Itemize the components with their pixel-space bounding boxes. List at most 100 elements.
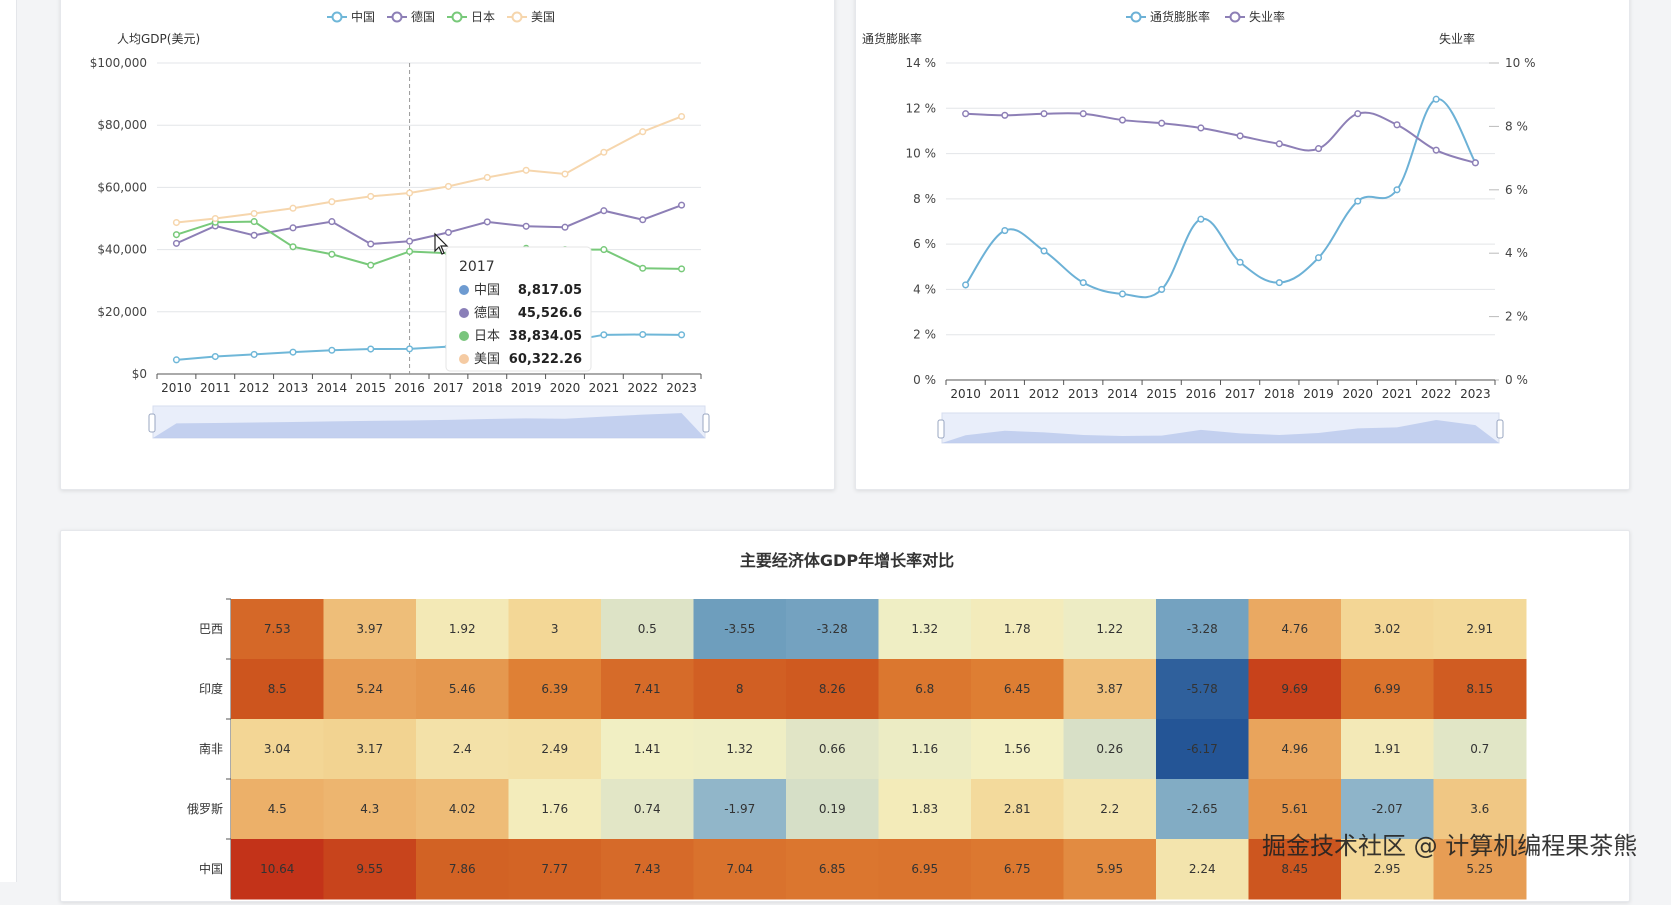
data-point[interactable]	[289, 348, 297, 356]
heatmap-cell[interactable]	[1063, 659, 1157, 720]
data-point[interactable]	[328, 198, 336, 206]
data-point[interactable]	[1432, 95, 1440, 103]
data-point[interactable]	[1118, 290, 1127, 298]
data-zoom-handle-right[interactable]	[1496, 419, 1504, 439]
heatmap-cell[interactable]	[231, 779, 324, 840]
heatmap-cell[interactable]	[971, 719, 1064, 780]
data-zoom-handle-right[interactable]	[702, 413, 710, 433]
data-point[interactable]	[1314, 145, 1323, 153]
heatmap-cell[interactable]	[416, 779, 509, 840]
data-point[interactable]	[367, 240, 375, 248]
data-point[interactable]	[962, 281, 970, 289]
heatmap-cell[interactable]	[786, 659, 879, 720]
data-point[interactable]	[406, 247, 414, 256]
heatmap-cell[interactable]	[1433, 779, 1527, 840]
heatmap-cell[interactable]	[1156, 719, 1249, 780]
data-point[interactable]	[678, 201, 686, 209]
data-point[interactable]	[250, 218, 258, 226]
heatmap-cell[interactable]	[231, 719, 324, 780]
heatmap-cell[interactable]	[1433, 719, 1527, 780]
data-point[interactable]	[289, 243, 297, 251]
data-point[interactable]	[1393, 186, 1401, 194]
heatmap-cell[interactable]	[878, 599, 972, 660]
data-point[interactable]	[1158, 285, 1166, 293]
data-point[interactable]	[1275, 279, 1283, 287]
data-point[interactable]	[639, 330, 647, 339]
data-point[interactable]	[367, 192, 375, 200]
data-point[interactable]	[250, 209, 258, 218]
data-point[interactable]	[678, 331, 686, 339]
heatmap-cell[interactable]	[1063, 779, 1157, 840]
heatmap-cell[interactable]	[1341, 659, 1434, 720]
heatmap-cell[interactable]	[1341, 779, 1434, 840]
data-point[interactable]	[600, 246, 608, 254]
legend-item[interactable]: 美国	[507, 10, 555, 24]
data-point[interactable]	[522, 222, 530, 230]
heatmap-cell[interactable]	[1248, 779, 1342, 840]
data-point[interactable]	[522, 166, 530, 174]
heatmap-cell[interactable]	[1063, 719, 1157, 780]
data-zoom-handle-left[interactable]	[937, 419, 945, 439]
heatmap-cell[interactable]	[1248, 599, 1342, 660]
data-point[interactable]	[328, 218, 336, 226]
data-point[interactable]	[1040, 110, 1048, 118]
data-point[interactable]	[367, 345, 375, 353]
heatmap-cell[interactable]	[508, 719, 602, 780]
data-point[interactable]	[600, 148, 608, 156]
data-point[interactable]	[367, 261, 375, 269]
legend-item[interactable]: 通货膨胀率	[1126, 9, 1210, 24]
data-point[interactable]	[962, 110, 970, 118]
heatmap-cell[interactable]	[323, 659, 417, 720]
heatmap-cell[interactable]	[1156, 779, 1249, 840]
data-point[interactable]	[1275, 140, 1283, 148]
data-point[interactable]	[639, 264, 647, 272]
data-point[interactable]	[639, 128, 647, 136]
heatmap-cell[interactable]	[878, 659, 972, 720]
heatmap-cell[interactable]	[693, 719, 787, 780]
data-point[interactable]	[1197, 215, 1205, 223]
heatmap-cell[interactable]	[231, 659, 324, 720]
data-point[interactable]	[289, 204, 297, 212]
data-point[interactable]	[172, 231, 180, 239]
data-point[interactable]	[561, 170, 569, 178]
heatmap-cell[interactable]	[786, 779, 879, 840]
data-point[interactable]	[600, 207, 608, 215]
data-point[interactable]	[250, 231, 258, 239]
heatmap-cell[interactable]	[1433, 659, 1527, 720]
data-point[interactable]	[561, 223, 569, 231]
data-point[interactable]	[1236, 132, 1244, 140]
data-point[interactable]	[1040, 247, 1048, 255]
data-point[interactable]	[1118, 116, 1127, 124]
data-point[interactable]	[172, 239, 180, 247]
heatmap-cell[interactable]	[1341, 719, 1434, 780]
heatmap-cell[interactable]	[508, 779, 602, 840]
heatmap-cell[interactable]	[416, 659, 509, 720]
heatmap-cell[interactable]	[601, 779, 694, 840]
data-point[interactable]	[1432, 146, 1440, 154]
data-point[interactable]	[483, 218, 491, 226]
data-point[interactable]	[406, 345, 414, 353]
heatmap-cell[interactable]	[1156, 659, 1249, 720]
data-point[interactable]	[1354, 110, 1362, 118]
data-point[interactable]	[1079, 279, 1087, 287]
heatmap-cell[interactable]	[601, 659, 694, 720]
data-point[interactable]	[678, 265, 686, 273]
heatmap-cell[interactable]	[693, 659, 787, 720]
heatmap-cell[interactable]	[508, 599, 602, 660]
data-point[interactable]	[444, 228, 452, 236]
gdp-per-capita-chart[interactable]: 中国 德国 日本 美国人均GDP(美元)$0$20,000$40,000$60,000…	[61, 0, 834, 489]
data-point[interactable]	[600, 331, 608, 339]
data-point[interactable]	[1158, 119, 1166, 127]
legend-item[interactable]: 日本	[447, 10, 495, 24]
heatmap-cell[interactable]	[416, 719, 509, 780]
data-point[interactable]	[1197, 124, 1205, 132]
data-point[interactable]	[250, 350, 258, 358]
heatmap-cell[interactable]	[508, 659, 602, 720]
heatmap-cell[interactable]	[416, 599, 509, 660]
heatmap-cell[interactable]	[878, 719, 972, 780]
legend-item[interactable]: 中国	[327, 9, 375, 24]
heatmap-cell[interactable]	[1156, 599, 1249, 660]
data-point[interactable]	[289, 224, 297, 232]
